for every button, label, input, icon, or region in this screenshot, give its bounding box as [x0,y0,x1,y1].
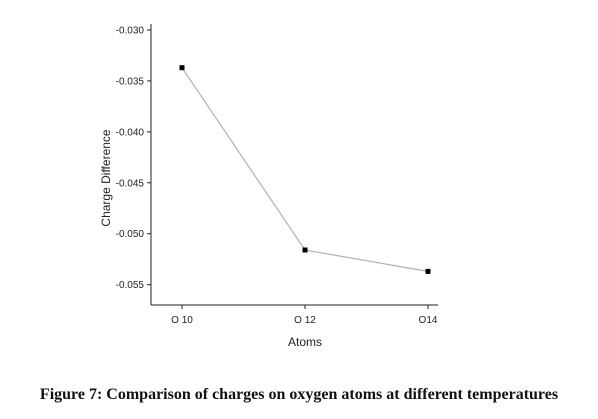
x-tick-label: O 10 [171,315,193,326]
y-tick-label: -0.035 [116,76,145,87]
line-chart: -0.030 -0.035 -0.040 -0.045 -0.050 -0.055 O 10… [99,24,438,349]
x-axis-title: Atoms [288,335,322,349]
x-tick-label: O14 [419,315,438,326]
figure-caption: Figure 7: Comparison of charges on oxyge… [39,386,559,403]
data-point [425,268,431,274]
plot-area: -0.030 -0.035 -0.040 -0.045 -0.050 -0.055 O 10… [116,24,438,326]
data-point [179,65,185,71]
y-tick-label: -0.040 [116,127,145,138]
y-tick-label: -0.045 [116,178,145,189]
x-tick-label: O 12 [294,315,316,326]
y-axis-title: Charge Difference [99,129,113,226]
y-tick-label: -0.030 [116,26,145,37]
data-point [302,247,308,253]
y-tick-label: -0.055 [116,280,145,291]
y-tick-label: -0.050 [116,229,145,240]
series-line [181,67,429,272]
